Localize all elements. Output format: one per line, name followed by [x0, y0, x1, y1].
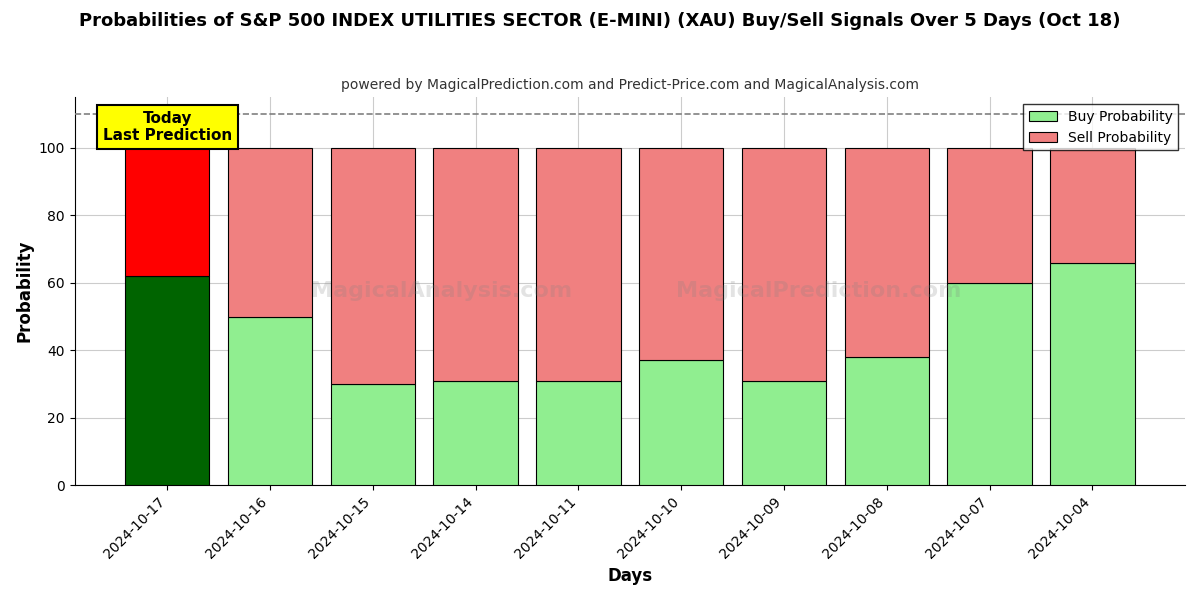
- Bar: [125, 148, 210, 276]
- Bar: [742, 148, 826, 380]
- Text: MagicalPrediction.com: MagicalPrediction.com: [676, 281, 961, 301]
- X-axis label: Days: Days: [607, 567, 653, 585]
- Bar: [742, 380, 826, 485]
- Bar: [536, 380, 620, 485]
- Title: powered by MagicalPrediction.com and Predict-Price.com and MagicalAnalysis.com: powered by MagicalPrediction.com and Pre…: [341, 78, 919, 92]
- Bar: [433, 148, 517, 380]
- Text: Probabilities of S&P 500 INDEX UTILITIES SECTOR (E-MINI) (XAU) Buy/Sell Signals : Probabilities of S&P 500 INDEX UTILITIES…: [79, 12, 1121, 30]
- Bar: [1050, 148, 1134, 263]
- Bar: [331, 148, 415, 384]
- Text: MagicalAnalysis.com: MagicalAnalysis.com: [311, 281, 571, 301]
- Bar: [948, 148, 1032, 283]
- Text: Today
Last Prediction: Today Last Prediction: [103, 111, 232, 143]
- Bar: [125, 276, 210, 485]
- Bar: [331, 384, 415, 485]
- Bar: [1050, 263, 1134, 485]
- Bar: [640, 148, 724, 361]
- Bar: [536, 148, 620, 380]
- Bar: [845, 357, 929, 485]
- Y-axis label: Probability: Probability: [16, 240, 34, 343]
- Bar: [433, 380, 517, 485]
- Bar: [640, 361, 724, 485]
- Legend: Buy Probability, Sell Probability: Buy Probability, Sell Probability: [1024, 104, 1178, 151]
- Bar: [948, 283, 1032, 485]
- Bar: [845, 148, 929, 357]
- Bar: [228, 148, 312, 317]
- Bar: [228, 317, 312, 485]
